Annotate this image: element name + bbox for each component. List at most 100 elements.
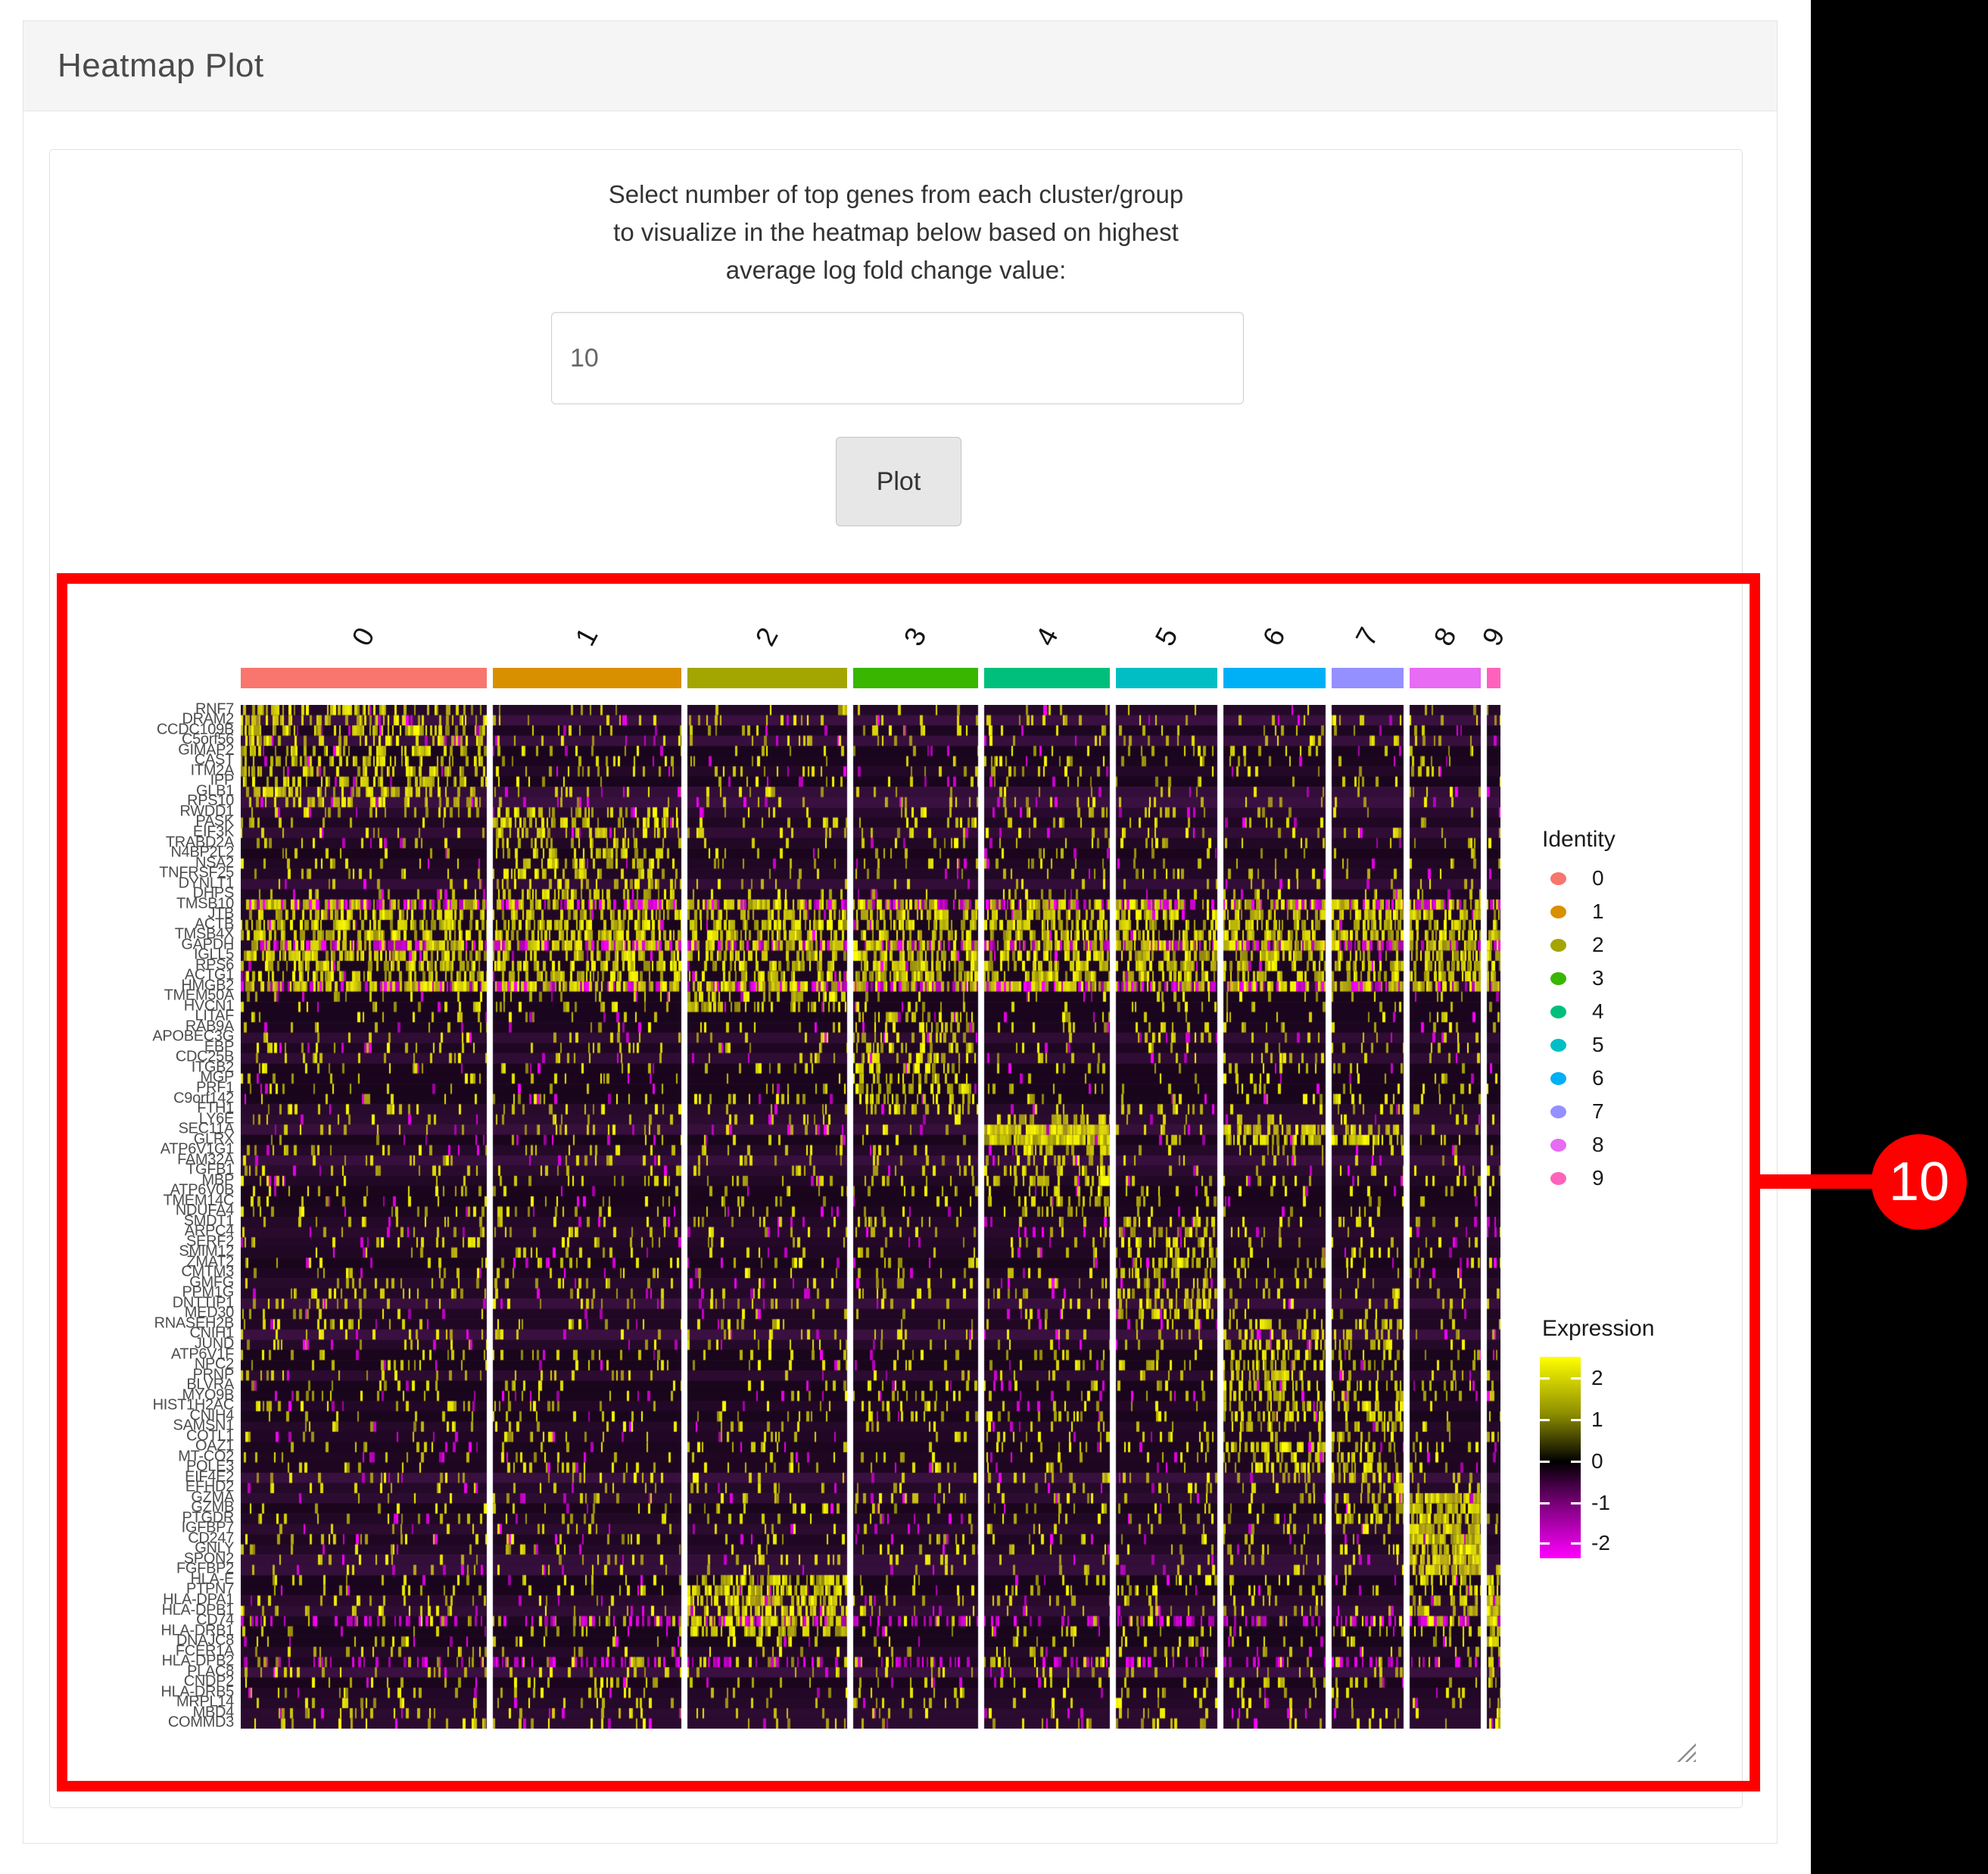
gene-label: CD247 <box>188 1529 234 1547</box>
cluster-label: 8 <box>1427 622 1463 651</box>
gene-label: ITM2A <box>190 762 235 779</box>
gene-label: CNIH4 <box>189 1406 234 1423</box>
annotation-badge-label: 10 <box>1888 1152 1950 1212</box>
identity-item-label: 1 <box>1592 900 1604 923</box>
gene-label: GZMB <box>191 1498 234 1516</box>
gene-label: TMEM50A <box>164 987 235 1004</box>
cluster-label-slot: 2 <box>687 589 847 653</box>
gene-label: PPM1G <box>182 1283 234 1301</box>
gene-label: GZMA <box>191 1489 234 1506</box>
identity-dot-icon <box>1550 1071 1566 1085</box>
cluster-bar <box>1223 668 1326 688</box>
gene-label: MBD4 <box>192 1704 235 1721</box>
expression-tick-mark <box>1540 1419 1550 1421</box>
expression-tick-mark <box>1540 1542 1550 1545</box>
gene-label: DHPS <box>192 884 235 902</box>
gene-count-input[interactable] <box>551 312 1244 404</box>
identity-dot-icon <box>1550 938 1566 952</box>
gene-label: DNAJC8 <box>176 1632 234 1649</box>
gene-label: EFHD2 <box>185 1478 234 1495</box>
gene-label: JTB <box>207 905 234 922</box>
identity-item-label: 8 <box>1592 1133 1604 1156</box>
cluster-label-slot: 1 <box>493 589 681 653</box>
cluster-bar <box>493 668 681 688</box>
gene-label: GMFG <box>189 1274 234 1291</box>
gene-label: PLAC8 <box>187 1662 234 1679</box>
expression-tick-mark <box>1571 1461 1581 1463</box>
gene-label: MBP <box>201 1171 235 1189</box>
instructions-line-1: Select number of top genes from each clu… <box>608 180 1184 208</box>
expression-tick-label: 2 <box>1591 1366 1603 1389</box>
gene-label: CAST <box>194 751 234 769</box>
gene-label: GNLY <box>195 1539 234 1557</box>
gene-label: APOBEC3G <box>152 1027 234 1045</box>
identity-item-label: 5 <box>1592 1033 1604 1056</box>
cluster-bar <box>984 668 1110 688</box>
expression-tick-mark <box>1540 1377 1550 1380</box>
cluster-label: 5 <box>1148 622 1184 651</box>
gene-label: SAMSN1 <box>173 1417 235 1434</box>
expression-tick-mark <box>1540 1461 1550 1463</box>
gene-label: ITGB2 <box>191 1059 235 1076</box>
gene-label: MED30 <box>184 1304 235 1321</box>
gene-label: EBP <box>204 1038 234 1055</box>
gene-label: MGP <box>200 1068 234 1086</box>
cluster-bar <box>1487 668 1500 688</box>
gene-label: DRAM2 <box>182 710 234 728</box>
gene-label: DYNLT1 <box>178 874 235 891</box>
gene-label: RWDD1 <box>179 803 235 820</box>
identity-legend-item: 7 <box>1544 1096 1681 1127</box>
gene-label: POLE3 <box>186 1458 234 1475</box>
gene-label: IPP <box>210 772 235 789</box>
identity-legend-item: 0 <box>1544 863 1681 893</box>
gene-label: ACTB <box>194 915 234 933</box>
gene-labels: RNF7 DRAM2 CCDC109B C5orf56 GIMAP2 CAST ITM2A I… <box>30 700 237 1731</box>
identity-legend-item: 2 <box>1544 930 1681 960</box>
expression-tick-label: -1 <box>1591 1491 1610 1514</box>
expression-tick-label: -2 <box>1591 1531 1610 1554</box>
identity-item-label: 4 <box>1592 999 1604 1023</box>
gene-label: FTH1 <box>197 1099 234 1117</box>
gene-label: GLRX <box>193 1130 235 1147</box>
gene-label: TMEM14C <box>163 1192 235 1209</box>
expression-tick-mark <box>1540 1502 1550 1505</box>
identity-legend-item: 3 <box>1544 963 1681 993</box>
gene-label: COTL1 <box>186 1427 234 1445</box>
identity-dot-icon <box>1550 905 1566 918</box>
cluster-bars <box>241 668 1500 688</box>
instructions-line-3: average log fold change value: <box>725 256 1067 284</box>
gene-label: RAB9A <box>185 1018 234 1035</box>
gene-label: NDUFA4 <box>175 1202 234 1219</box>
gene-label: HLA-DRB5 <box>160 1683 234 1701</box>
expression-tick-mark <box>1571 1377 1581 1380</box>
gene-label: FAM32A <box>177 1150 234 1168</box>
heatmap-canvas <box>241 705 1500 1729</box>
cluster-bar <box>241 668 487 688</box>
identity-legend-item: 5 <box>1544 1030 1681 1060</box>
gene-label: PTPN7 <box>186 1580 234 1598</box>
gene-label: N4BP2L2 <box>170 843 234 861</box>
gene-label: CNIH1 <box>189 1324 234 1342</box>
gene-label: ATP6V1G1 <box>160 1140 235 1158</box>
gene-label: GAPDH <box>181 936 234 953</box>
gene-label: COMMD3 <box>167 1713 234 1731</box>
gene-label: IGLL5 <box>194 946 234 963</box>
gene-label: LY6E <box>198 1109 235 1127</box>
cluster-label-slot: 0 <box>241 589 487 653</box>
expression-tick-label: 1 <box>1591 1408 1603 1431</box>
identity-dot-icon <box>1550 1138 1566 1152</box>
cluster-label-slot: 5 <box>1116 589 1217 653</box>
identity-dot-icon <box>1550 872 1566 885</box>
cluster-label-slot: 8 <box>1410 589 1481 653</box>
gene-label: TNFRSF25 <box>159 864 234 881</box>
annotation-badge: 10 <box>1871 1134 1967 1230</box>
cluster-label: 2 <box>749 622 784 651</box>
plot-button[interactable]: Plot <box>836 437 961 526</box>
cluster-label: 3 <box>898 622 933 651</box>
gene-label: MYO9B <box>182 1386 234 1403</box>
cluster-label: 0 <box>346 622 381 651</box>
expression-legend-title: Expression <box>1542 1316 1655 1341</box>
expression-tick-mark <box>1571 1502 1581 1505</box>
gene-label: HVCN1 <box>183 997 235 1015</box>
gene-label: HIST1H2AC <box>152 1396 235 1414</box>
